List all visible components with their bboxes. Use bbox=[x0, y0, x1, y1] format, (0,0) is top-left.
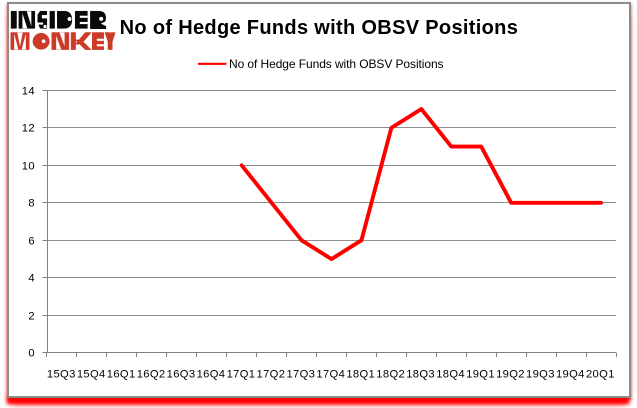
svg-text:18Q4: 18Q4 bbox=[436, 369, 465, 381]
svg-text:14: 14 bbox=[22, 86, 35, 98]
svg-text:16Q1: 16Q1 bbox=[107, 369, 136, 381]
svg-text:0: 0 bbox=[28, 348, 35, 360]
svg-text:4: 4 bbox=[28, 273, 35, 285]
svg-text:15Q3: 15Q3 bbox=[47, 369, 76, 381]
svg-text:17Q4: 17Q4 bbox=[316, 369, 345, 381]
svg-text:6: 6 bbox=[28, 236, 35, 248]
svg-text:16Q3: 16Q3 bbox=[167, 369, 196, 381]
svg-text:15Q4: 15Q4 bbox=[77, 369, 106, 381]
svg-text:17Q3: 17Q3 bbox=[286, 369, 315, 381]
svg-text:18Q1: 18Q1 bbox=[346, 369, 375, 381]
svg-text:20Q1: 20Q1 bbox=[586, 369, 615, 381]
svg-text:12: 12 bbox=[22, 123, 35, 135]
svg-text:17Q2: 17Q2 bbox=[257, 369, 286, 381]
svg-text:10: 10 bbox=[22, 161, 35, 173]
svg-text:8: 8 bbox=[28, 198, 35, 210]
svg-text:16Q4: 16Q4 bbox=[197, 369, 226, 381]
svg-text:2: 2 bbox=[28, 311, 35, 323]
svg-text:No of Hedge Funds with OBSV Po: No of Hedge Funds with OBSV Positions bbox=[229, 57, 444, 71]
svg-text:No of Hedge Funds with OBSV Po: No of Hedge Funds with OBSV Positions bbox=[120, 17, 519, 39]
svg-text:18Q3: 18Q3 bbox=[406, 369, 435, 381]
svg-text:18Q2: 18Q2 bbox=[376, 369, 405, 381]
svg-text:19Q3: 19Q3 bbox=[526, 369, 555, 381]
svg-text:16Q2: 16Q2 bbox=[137, 369, 166, 381]
svg-text:17Q1: 17Q1 bbox=[227, 369, 256, 381]
svg-text:19Q4: 19Q4 bbox=[556, 369, 585, 381]
svg-text:19Q1: 19Q1 bbox=[466, 369, 495, 381]
svg-text:19Q2: 19Q2 bbox=[496, 369, 525, 381]
